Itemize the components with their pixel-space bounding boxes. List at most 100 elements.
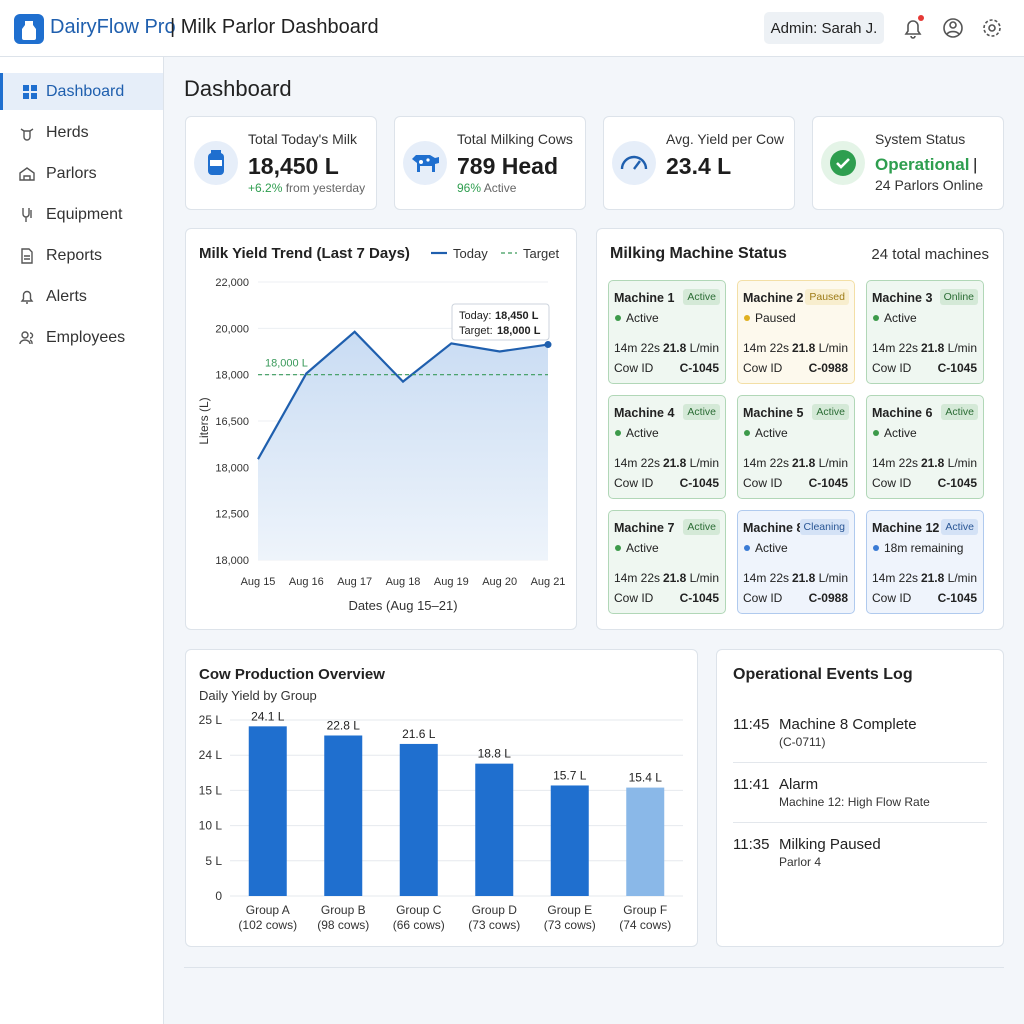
tooltip-today: 18,450 L [495, 310, 539, 322]
x-tick-label: Aug 17 [337, 576, 372, 588]
machine-rate: 21.8 L/min [921, 571, 977, 585]
rate-value: 21.8 [662, 341, 687, 355]
x-axis-title: Dates (Aug 15–21) [348, 598, 457, 613]
machine-name: Machine 1 [614, 291, 675, 305]
rate-value: 21.8 [791, 341, 816, 355]
tooltip-target: 18,000 L [497, 325, 541, 337]
machine-card: Machine 5 Active Active 14m 22s 21.8 L/min Co… [737, 395, 855, 499]
rate-value: 21.8 [791, 456, 816, 470]
rate-unit: L/min [689, 456, 719, 470]
machine-state: 18m remaining [884, 541, 964, 555]
machine-badge: Active [941, 519, 978, 535]
profile-icon[interactable] [943, 18, 963, 38]
machine-name: Machine 3 [872, 291, 933, 305]
user-badge[interactable]: Admin: Sarah J. [764, 12, 884, 44]
rate-value: 21.8 [920, 341, 945, 355]
rate-value: 21.8 [662, 456, 687, 470]
event-time: 11:45 [733, 716, 770, 733]
rate-unit: L/min [689, 571, 719, 585]
brand: DairyFlow Pro [50, 16, 176, 38]
y-tick-label: 0 [215, 889, 222, 903]
series-line [257, 330, 549, 460]
machines-total: 24 total machines [871, 246, 989, 263]
nav-icon [20, 128, 34, 141]
x-tick-note: (73 cows) [468, 918, 520, 932]
value-label: 22.8 L [327, 718, 361, 732]
trend-card: Milk Yield Trend (Last 7 Days) 22,000 20,0… [185, 228, 577, 630]
rate-value: 21.8 [920, 456, 945, 470]
y-tick-label: 16,500 [215, 416, 249, 428]
machine-card: Machine 12 Active 18m remaining 14m 22s 21.8… [866, 510, 984, 614]
machine-card: Machine 8 Cleaning Active 14m 22s 21.8 L/min… [737, 510, 855, 614]
x-tick-label: Aug 16 [289, 576, 324, 588]
event-title: Machine 8 Complete [779, 716, 917, 733]
production-card: Cow Production Overview Daily Yield by Gr… [185, 649, 698, 947]
nav-item[interactable]: Alerts [0, 278, 163, 315]
status-dot [873, 430, 879, 436]
rate-unit: L/min [818, 571, 848, 585]
event-divider [733, 762, 987, 763]
kpi-sub: 96% Active [457, 181, 516, 195]
nav-item[interactable]: Employees [0, 319, 163, 356]
nav-item[interactable]: Reports [0, 237, 163, 274]
event-time: 11:41 [733, 776, 770, 793]
chart-title: Milk Yield Trend (Last 7 Days) [199, 245, 410, 262]
divider [184, 967, 1004, 968]
value-label: 21.6 L [402, 727, 436, 741]
event-detail: Parlor 4 [779, 855, 822, 869]
target-label: 18,000 L [265, 358, 308, 370]
machine-card: Machine 3 Online Active 14m 22s 21.8 L/min Co… [866, 280, 984, 384]
x-tick-label: Aug 21 [531, 576, 566, 588]
machine-state: Active [884, 426, 917, 440]
end-point [544, 341, 552, 349]
machine-time: 14m 22s [872, 571, 919, 585]
machine-card: Machine 4 Active Active 14m 22s 21.8 L/min Co… [608, 395, 726, 499]
nav-item[interactable]: Herds [0, 114, 163, 151]
rate-value: 21.8 [662, 571, 687, 585]
nav-icon [21, 248, 33, 264]
kpi-value: 789 Head [457, 153, 559, 179]
cow-id: C-0988 [808, 591, 848, 605]
y-tick-label: 24 L [199, 748, 223, 762]
kpi-value: 23.4 L [666, 153, 732, 179]
y-tick-label: 10 L [199, 819, 223, 833]
nav-item[interactable]: Dashboard [0, 73, 163, 110]
y-tick-label: 22,000 [215, 277, 249, 289]
x-tick-label: Aug 20 [482, 576, 517, 588]
cow-id: C-1045 [937, 591, 977, 605]
nav-icon [20, 290, 34, 304]
y-tick-label: 25 L [199, 713, 223, 727]
rate-unit: L/min [818, 456, 848, 470]
nav-icon [22, 208, 32, 222]
machine-name: Machine 6 [872, 406, 933, 420]
cow-label: Cow ID [872, 591, 912, 605]
kpi-icon [612, 141, 656, 185]
machine-rate: 21.8 L/min [921, 341, 977, 355]
toolbar-icons [904, 15, 1001, 39]
value-label: 24.1 L [251, 709, 285, 723]
rate-unit: L/min [818, 341, 848, 355]
x-tick-label: Aug 18 [386, 576, 421, 588]
tooltip-today-label: Today: [459, 310, 491, 322]
line-chart: Milk Yield Trend (Last 7 Days) 22,000 20,0… [197, 245, 566, 613]
kpi-value: Operational [875, 155, 970, 174]
y-tick-label: 20,000 [215, 323, 249, 335]
settings-icon[interactable] [983, 19, 1001, 37]
chart-title: Cow Production Overview [199, 666, 385, 683]
y-tick-label: 12,500 [215, 509, 249, 521]
y-tick-label: 18,000 [215, 462, 249, 474]
legend-label: Today [453, 246, 488, 261]
page-title: Dashboard [184, 76, 292, 101]
machine-badge: Active [683, 289, 720, 305]
x-tick-note: (98 cows) [317, 918, 369, 932]
bar [475, 763, 514, 896]
top-bar: DairyFlow Pro | Milk Parlor Dashboard Ad… [0, 0, 1024, 57]
machine-rate: 21.8 L/min [663, 571, 719, 585]
event-divider [733, 822, 987, 823]
machine-state: Active [884, 311, 917, 325]
nav-item[interactable]: Equipment [0, 196, 163, 233]
nav-item[interactable]: Parlors [0, 155, 163, 192]
bar [324, 735, 363, 896]
bell-icon[interactable] [904, 15, 924, 39]
nav-icon [23, 85, 37, 99]
